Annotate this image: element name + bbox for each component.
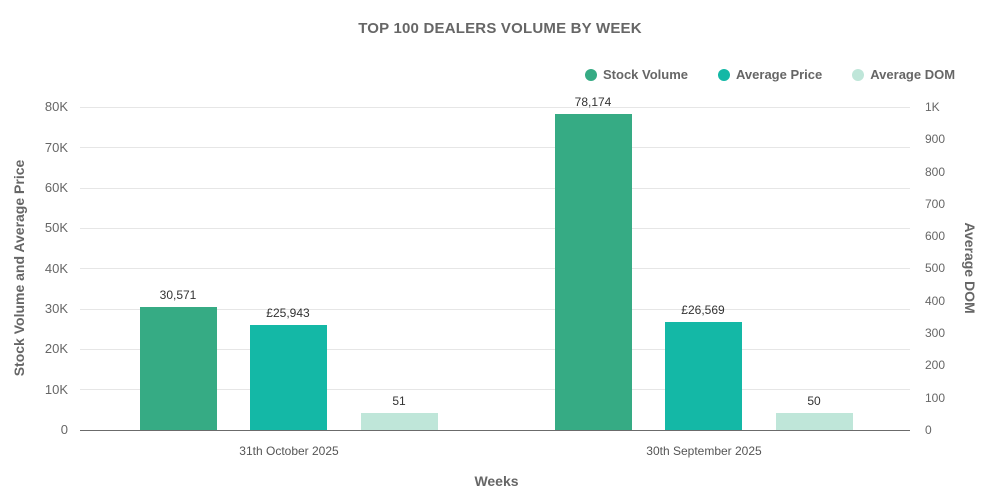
bar-value-label: 30,571 <box>159 288 197 302</box>
y-tick: 300 <box>925 326 946 340</box>
chart-title: TOP 100 DEALERS VOLUME BY WEEK <box>358 20 642 37</box>
gridline <box>80 107 910 108</box>
legend-dot-icon <box>718 68 731 81</box>
bar-average-price-oct[interactable] <box>250 325 327 430</box>
y-tick: 20K <box>44 341 68 356</box>
gridline <box>80 228 910 229</box>
gridline <box>80 188 910 189</box>
legend-label: Average Price <box>736 67 823 82</box>
legend-item-average-dom[interactable]: Average DOM <box>852 67 955 82</box>
y-tick: 30K <box>44 301 68 316</box>
y-tick: 400 <box>925 294 946 308</box>
bar-value-label: £25,943 <box>266 306 310 320</box>
x-category-label: 31th October 2025 <box>239 444 339 458</box>
y-tick: 60K <box>44 180 68 195</box>
y-axis-right-label: Average DOM <box>962 222 978 314</box>
legend-dot-icon <box>852 68 865 81</box>
x-axis-line <box>80 430 910 431</box>
gridline <box>80 147 910 148</box>
y-tick: 700 <box>925 197 946 211</box>
legend-item-stock-volume[interactable]: Stock Volume <box>585 67 688 82</box>
plot-area <box>80 107 910 431</box>
y-tick: 10K <box>44 382 68 397</box>
bar-stock-volume-sep[interactable] <box>555 114 632 430</box>
bar-value-label: £26,569 <box>681 303 725 317</box>
gridline <box>80 309 910 310</box>
gridline <box>80 389 910 390</box>
x-axis-label: Weeks <box>474 473 519 489</box>
y-tick: 80K <box>44 99 68 114</box>
y-tick: 70K <box>44 140 68 155</box>
bar-value-label: 78,174 <box>574 95 612 109</box>
legend: Stock Volume Average Price Average DOM <box>585 67 955 82</box>
gridline <box>80 268 910 269</box>
y-tick: 0 <box>925 423 932 437</box>
y-tick: 600 <box>925 229 946 243</box>
bar-stock-volume-oct[interactable] <box>140 307 217 430</box>
gridline <box>80 349 910 350</box>
y-tick: 200 <box>925 358 946 372</box>
y-tick: 100 <box>925 391 946 405</box>
y-tick: 50K <box>44 220 68 235</box>
legend-label: Stock Volume <box>603 67 689 82</box>
legend-dot-icon <box>585 68 597 81</box>
bar-average-dom-oct[interactable] <box>361 413 438 430</box>
y-tick: 1K <box>925 100 940 114</box>
bar-value-label: 50 <box>807 394 821 408</box>
legend-item-average-price[interactable]: Average Price <box>718 67 822 82</box>
y-tick: 900 <box>925 132 946 146</box>
bar-average-dom-sep[interactable] <box>776 413 853 430</box>
x-category-label: 30th September 2025 <box>646 444 762 458</box>
legend-label: Average DOM <box>870 67 956 82</box>
y-tick: 500 <box>925 261 946 275</box>
y-tick: 800 <box>925 165 946 179</box>
y-tick: 0 <box>60 422 68 437</box>
y-tick: 40K <box>44 261 68 276</box>
bar-value-label: 51 <box>392 394 406 408</box>
bar-average-price-sep[interactable] <box>665 322 742 430</box>
